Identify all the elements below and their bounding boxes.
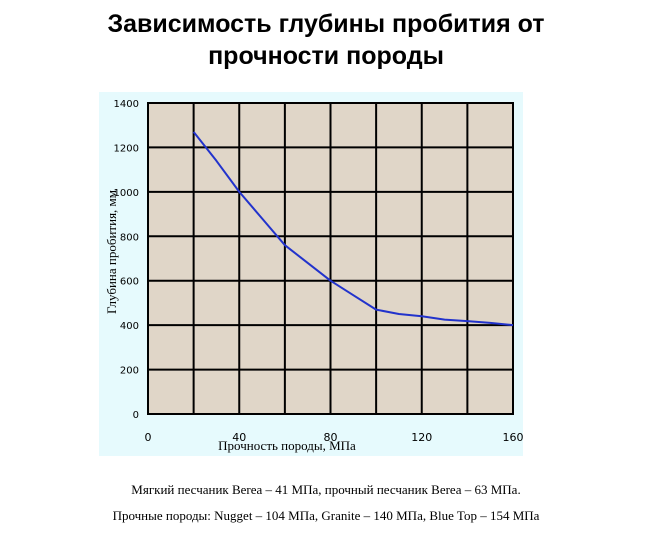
y-tick-label: 0 [133,410,139,421]
chart-svg: 0 200 400 600 800 1000 1200 1400 0 40 80 120 160 Проч… [104,99,524,453]
chart-frame: 0 200 400 600 800 1000 1200 1400 0 40 80 120 160 Проч… [99,92,523,456]
x-axis-label: Прочность породы, МПа [218,438,356,453]
note-hard-rocks: Прочные породы: Nugget – 104 МПа, Granit… [112,508,540,523]
y-tick-label: 200 [120,366,139,377]
y-tick-label: 1000 [114,188,139,199]
y-tick-label: 400 [120,321,139,332]
y-axis-label: Глубина пробития, мм [104,190,119,314]
x-tick-label: 0 [145,431,152,444]
x-tick-label: 40 [232,431,246,444]
chart-title-line-2: прочности породы [208,42,444,70]
y-tick-label: 800 [120,232,139,243]
x-tick-label: 120 [411,431,432,444]
note-sandstone: Мягкий песчаник Berea – 41 МПа, прочный … [131,482,521,497]
y-tick-label: 1400 [114,99,139,110]
y-tick-label: 600 [120,277,139,288]
x-tick-label: 160 [503,431,524,444]
x-tick-label: 80 [324,431,338,444]
y-tick-label: 1200 [114,143,139,154]
series-line-0 [192,131,514,327]
chart-title: Зависимость глубины пробития от прочност… [0,8,652,72]
chart-title-line-1: Зависимость глубины пробития от [107,10,545,38]
